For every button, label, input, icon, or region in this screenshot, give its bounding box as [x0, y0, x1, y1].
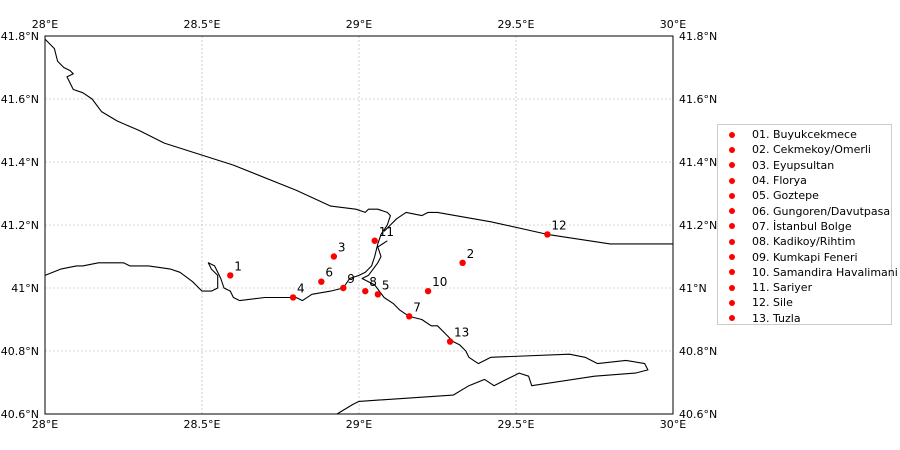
- legend-entry: 07. İstanbul Bolge: [726, 219, 891, 234]
- legend-entry: 05. Goztepe: [726, 188, 891, 203]
- station-marker: [374, 291, 382, 298]
- station-number-label: 9: [347, 272, 355, 286]
- lat-tick-label: 41.6°N: [679, 93, 717, 106]
- legend-label: 10. Samandira Havalimani: [752, 265, 898, 279]
- map-frame: [44, 35, 674, 415]
- legend-entry: 13. Tuzla: [726, 311, 891, 326]
- legend-marker: [729, 254, 735, 261]
- lat-tick-label: 41.4°N: [1, 156, 39, 169]
- station-number-label: 13: [454, 326, 469, 340]
- legend-label: 09. Kumkapi Feneri: [752, 250, 858, 264]
- legend-entry: 10. Samandira Havalimani: [726, 265, 898, 280]
- legend-entry: 04. Florya: [726, 173, 891, 188]
- legend-entry: 03. Eyupsultan: [726, 158, 891, 173]
- legend-label: 05. Goztepe: [752, 189, 819, 203]
- lon-tick-label: 29°E: [346, 18, 372, 31]
- station-marker: [406, 313, 413, 320]
- legend-entry: 11. Sariyer: [726, 280, 891, 295]
- legend-entry: 01. Buyukcekmece: [726, 127, 891, 142]
- legend-label: 03. Eyupsultan: [752, 158, 835, 172]
- legend-marker: [729, 192, 735, 199]
- legend-entry: 06. Gungoren/Davutpasa: [726, 203, 891, 218]
- station-number-label: 2: [467, 247, 475, 261]
- legend-marker: [729, 299, 735, 306]
- legend-marker: [729, 238, 735, 245]
- lat-tick-label: 40.6°N: [679, 408, 717, 421]
- legend-label: 07. İstanbul Bolge: [752, 219, 852, 233]
- legend-label: 06. Gungoren/Davutpasa: [752, 204, 891, 218]
- legend-marker: [729, 284, 735, 291]
- station-number-label: 8: [369, 275, 377, 289]
- station-marker: [544, 231, 551, 238]
- lat-tick-label: 41.8°N: [679, 30, 717, 43]
- legend-label: 02. Cekmekoy/Omerli: [752, 143, 871, 157]
- coastline: [44, 38, 391, 302]
- lat-tick-label: 41°N: [679, 282, 707, 295]
- legend-marker: [729, 131, 735, 138]
- station-number-label: 7: [413, 300, 421, 314]
- legend-marker: [729, 269, 735, 276]
- station-marker: [459, 259, 466, 266]
- station-number-label: 5: [382, 278, 390, 292]
- legend-label: 04. Florya: [752, 174, 807, 188]
- station-marker: [340, 284, 347, 292]
- coastlines: [44, 38, 673, 415]
- lon-tick-label: 28°E: [32, 418, 58, 431]
- lat-tick-label: 40.8°N: [1, 345, 39, 358]
- coastline: [383, 211, 673, 245]
- station-number-label: 1: [234, 259, 242, 273]
- station-number-label: 3: [338, 241, 346, 255]
- station-number-label: 6: [325, 266, 333, 280]
- lon-tick-label: 28.5°E: [184, 418, 221, 431]
- legend-label: 13. Tuzla: [752, 311, 801, 325]
- station-marker: [371, 237, 378, 244]
- legend-entry: 02. Cekmekoy/Omerli: [726, 142, 891, 157]
- lat-tick-label: 41.8°N: [1, 30, 39, 43]
- legend-entry: 12. Sile: [726, 295, 891, 310]
- lon-tick-label: 28°E: [32, 18, 58, 31]
- station-marker: [362, 287, 369, 295]
- legend-marker: [729, 146, 735, 153]
- legend-label: 01. Buyukcekmece: [752, 128, 857, 142]
- legend-marker: [729, 177, 735, 184]
- station-number-label: 12: [551, 218, 566, 232]
- station-marker: [318, 278, 325, 285]
- lon-tick-label: 29°E: [346, 418, 372, 431]
- station-marker: [424, 287, 432, 295]
- lon-tick-label: 30°E: [660, 418, 686, 431]
- station-marker: [227, 272, 234, 279]
- legend-marker: [729, 208, 735, 215]
- lon-tick-label: 28.5°E: [184, 18, 221, 31]
- lon-tick-label: 30°E: [660, 18, 686, 31]
- legend-entry: 09. Kumkapi Feneri: [726, 249, 891, 264]
- gridlines: [44, 35, 674, 415]
- station-number-label: 4: [297, 281, 305, 295]
- lat-tick-label: 41.2°N: [1, 219, 39, 232]
- coastline: [336, 240, 649, 415]
- station-number-label: 10: [432, 275, 447, 289]
- legend-marker: [729, 315, 735, 322]
- lat-tick-label: 41.2°N: [679, 219, 717, 232]
- legend: 01. Buyukcekmece 02. Cekmekoy/Omerli 03. E…: [717, 124, 898, 326]
- station-number-label: 11: [379, 225, 394, 239]
- axis-tick-labels: 28°E 28°E 28.5°E 28.5°E 29°E 29°E 29.5°E 29.5°E…: [1, 18, 717, 431]
- legend-entry: 08. Kadikoy/Rihtim: [726, 234, 891, 249]
- legend-marker: [729, 223, 735, 230]
- lat-tick-label: 41.6°N: [1, 93, 39, 106]
- lat-tick-label: 41°N: [11, 282, 39, 295]
- lat-tick-label: 41.4°N: [679, 156, 717, 169]
- station-marker: [289, 294, 297, 301]
- station-marker: [446, 338, 454, 345]
- lat-tick-label: 40.8°N: [679, 345, 717, 358]
- legend-label: 12. Sile: [752, 296, 793, 310]
- lon-tick-label: 29.5°E: [498, 418, 535, 431]
- legend-marker: [729, 162, 735, 169]
- station-marker: [330, 253, 338, 260]
- legend-label: 08. Kadikoy/Rihtim: [752, 235, 856, 249]
- lat-tick-label: 40.6°N: [1, 408, 39, 421]
- lon-tick-label: 29.5°E: [498, 18, 535, 31]
- legend-label: 11. Sariyer: [752, 281, 813, 295]
